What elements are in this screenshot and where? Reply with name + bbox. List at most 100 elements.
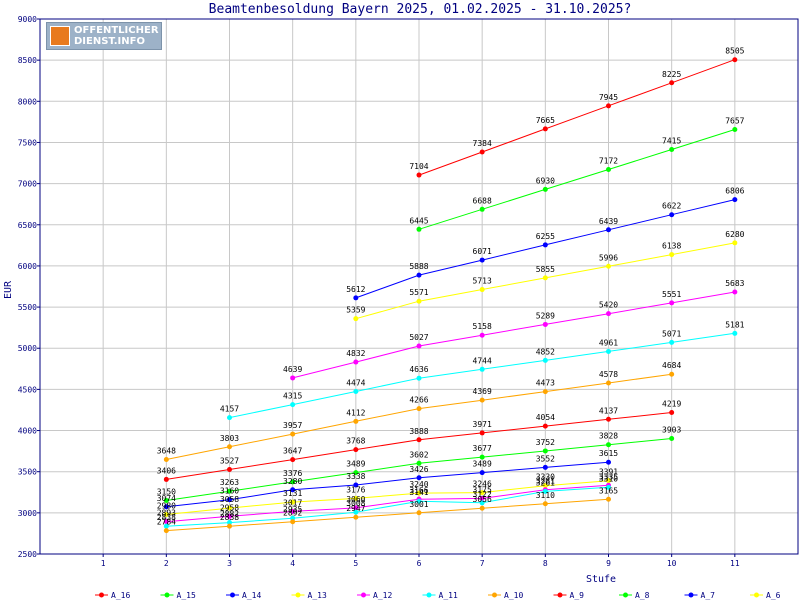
data-label-a-4: 3261	[536, 478, 555, 487]
data-label-a-14: 5888	[409, 262, 428, 271]
x-tick-label: 10	[667, 559, 677, 568]
data-point-a-15	[732, 127, 738, 133]
data-label-a-12: 5683	[725, 279, 744, 288]
site-logo: OFFENTLICHER DIENST.INFO	[46, 22, 162, 50]
data-label-a-13: 5571	[409, 288, 428, 297]
legend-marker	[361, 592, 366, 598]
x-tick-label: 4	[290, 559, 295, 568]
data-point-a-5	[163, 519, 169, 525]
data-label-a-10: 3803	[220, 434, 239, 443]
data-label-a-7: 3615	[599, 449, 618, 458]
legend-label: A_10	[504, 591, 523, 600]
legend-item-a-8: A_8	[619, 591, 650, 600]
y-tick-label: 5000	[18, 344, 37, 353]
series-line-a-5	[166, 484, 609, 523]
data-label-a-8: 3752	[536, 438, 555, 447]
data-label-a-14: 6439	[599, 217, 618, 226]
data-label-a-3: 3165	[599, 486, 618, 495]
data-point-a-13	[479, 287, 485, 293]
data-label-a-13: 5359	[346, 306, 365, 315]
data-point-a-10	[416, 406, 422, 412]
data-point-a-8	[416, 460, 422, 466]
data-point-a-10	[163, 457, 169, 463]
data-point-a-12	[669, 300, 675, 306]
data-label-a-12: 4639	[283, 365, 302, 374]
data-point-a-12	[542, 321, 548, 327]
data-point-a-10	[606, 380, 611, 386]
series-line-a-15	[418, 129, 735, 230]
data-label-a-16: 8505	[725, 47, 744, 56]
data-point-a-16	[416, 172, 422, 178]
legend-item-a-12: A_12	[357, 591, 392, 600]
y-tick-label: 8500	[18, 56, 37, 65]
data-label-a-14: 5612	[346, 285, 365, 294]
data-label-a-13: 6138	[662, 242, 681, 251]
data-point-a-12	[732, 289, 738, 295]
data-label-a-11: 4852	[536, 347, 555, 356]
data-point-a-8	[227, 488, 232, 494]
series-line-a-7	[166, 461, 609, 508]
data-label-a-8: 3602	[409, 450, 428, 459]
data-label-a-6: 3391	[599, 468, 618, 477]
legend-label: A_16	[111, 591, 130, 600]
data-point-a-7	[479, 470, 485, 476]
data-label-a-3: 3001	[409, 500, 428, 509]
data-label-a-15: 7172	[599, 156, 618, 165]
data-point-a-9	[416, 437, 422, 443]
data-point-a-16	[479, 149, 485, 155]
data-label-a-16: 7945	[599, 93, 618, 102]
data-point-a-15	[542, 186, 548, 192]
data-point-a-7	[163, 504, 169, 510]
data-label-a-5: 3166	[409, 486, 428, 495]
legend-label: A_8	[635, 591, 650, 600]
data-label-a-7: 3280	[283, 477, 302, 486]
y-axis-label: EUR	[3, 280, 14, 299]
data-point-a-9	[163, 476, 169, 482]
x-tick-label: 5	[353, 559, 358, 568]
data-point-a-16	[542, 126, 548, 132]
data-label-a-9: 3527	[220, 456, 239, 465]
data-point-a-10	[227, 444, 232, 450]
legend-marker	[557, 592, 563, 598]
data-label-a-11: 4636	[409, 365, 428, 374]
data-label-a-10: 3648	[157, 447, 176, 456]
data-label-a-7: 3338	[346, 472, 365, 481]
data-point-a-8	[353, 470, 359, 476]
data-label-a-12: 5551	[662, 290, 681, 299]
data-label-a-6: 3246	[473, 480, 492, 489]
data-point-a-12	[606, 311, 611, 317]
series-line-a-12	[292, 291, 735, 379]
data-label-a-5: 2958	[220, 503, 239, 512]
data-label-a-9: 3971	[473, 420, 492, 429]
data-point-a-6	[479, 490, 485, 496]
data-label-a-6: 3058	[220, 495, 239, 504]
y-tick-label: 4500	[18, 385, 37, 394]
data-label-a-11: 4157	[220, 405, 239, 414]
data-label-a-15: 6930	[536, 176, 555, 185]
data-label-a-3: 3110	[536, 491, 555, 500]
y-tick-label: 3500	[18, 468, 37, 477]
data-point-a-5	[290, 508, 296, 514]
data-label-a-16: 8225	[662, 70, 681, 79]
data-label-a-9: 3406	[157, 466, 176, 475]
legend-marker	[688, 592, 694, 598]
data-point-a-12	[353, 359, 359, 365]
data-point-a-14	[542, 242, 548, 248]
data-label-a-3: 3056	[473, 495, 492, 504]
data-point-a-11	[353, 389, 359, 395]
legend-item-a-7: A_7	[684, 591, 715, 600]
data-label-a-9: 3647	[283, 447, 302, 456]
data-point-a-13	[606, 263, 611, 269]
data-point-a-5	[227, 513, 232, 519]
data-label-a-7: 3160	[220, 487, 239, 496]
data-point-a-11	[416, 375, 422, 381]
data-point-a-3	[542, 501, 548, 507]
data-label-a-4: 2838	[157, 513, 176, 522]
data-point-a-16	[606, 103, 611, 109]
data-point-a-8	[606, 442, 611, 448]
data-label-a-15: 7657	[725, 117, 744, 126]
data-point-a-9	[542, 423, 548, 429]
logo-text: OFFENTLICHER DIENST.INFO	[74, 25, 159, 47]
data-point-a-8	[163, 498, 169, 503]
